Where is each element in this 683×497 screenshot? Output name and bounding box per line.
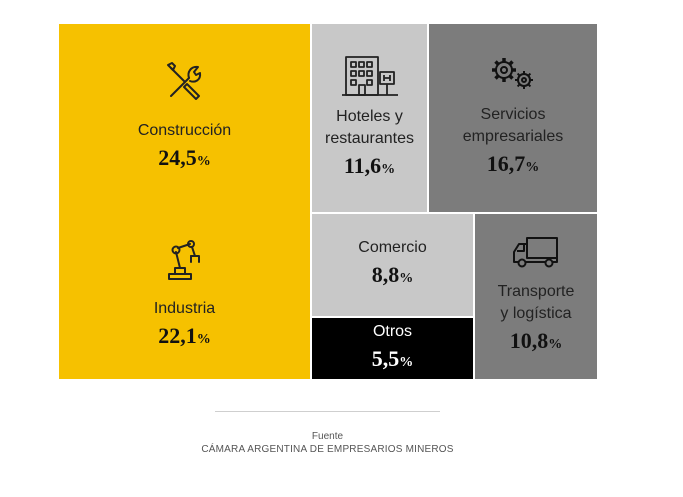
source-text: CÁMARA ARGENTINA DE EMPRESARIOS MINEROS: [201, 444, 454, 455]
robot-arm-icon: [163, 238, 207, 282]
tile-value: 10,8%: [509, 327, 563, 353]
gears-icon: [488, 54, 538, 94]
tile-value: 22,1%: [158, 322, 211, 348]
source-label: Fuente: [311, 431, 344, 442]
tile-value: 11,6%: [343, 153, 396, 178]
tile-label: Otros: [372, 322, 413, 340]
tile-comercio: Comercio 8,8%: [310, 212, 473, 316]
tile-label-line-2: restaurantes: [325, 130, 414, 147]
tile-construccion: Construcción 24,5%: [59, 24, 310, 212]
tile-label-line-1: Transporte: [497, 282, 575, 300]
tile-servicios: Servicios empresariales 16,7%: [427, 24, 597, 212]
tile-otros: Otros 5,5%: [310, 316, 473, 379]
tools-icon: [163, 60, 207, 104]
tile-transporte: Transporte y logística 10,8%: [473, 212, 597, 379]
tile-label-line-2: empresariales: [462, 128, 564, 145]
truck-icon: [511, 235, 561, 269]
tile-value: 24,5%: [158, 145, 211, 170]
hotel-icon: [340, 52, 400, 96]
tile-value: 5,5%: [371, 345, 414, 371]
tile-label: Construcción: [137, 122, 232, 139]
tile-label: Industria: [153, 299, 216, 317]
tile-industria: Industria 22,1%: [59, 212, 310, 379]
tile-label-line-1: Servicios: [480, 106, 546, 123]
tile-label-line-1: Hoteles y: [336, 108, 403, 125]
source-divider: [215, 411, 440, 412]
tile-label-line-2: y logística: [500, 304, 572, 322]
tile-hoteles: Hoteles y restaurantes 11,6%: [310, 24, 427, 212]
tile-label: Comercio: [358, 239, 427, 256]
tile-value: 16,7%: [486, 151, 540, 176]
tile-value: 8,8%: [371, 262, 414, 287]
